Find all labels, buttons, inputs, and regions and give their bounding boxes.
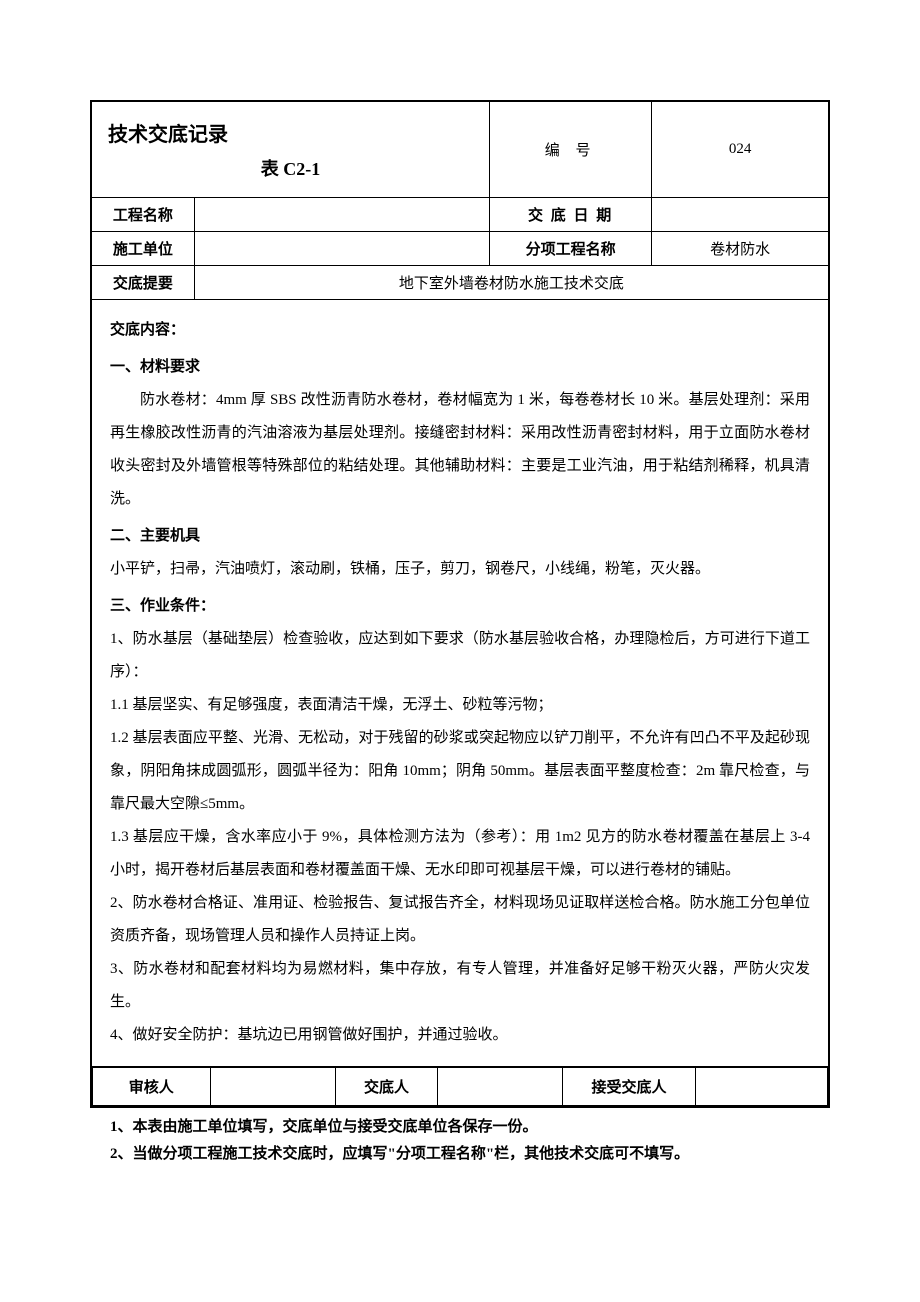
section3-item1-1: 1.1 基层坚实、有足够强度，表面清洁干燥，无浮土、砂粒等污物； — [110, 689, 810, 722]
note-2: 2、当做分项工程施工技术交底时，应填写"分项工程名称"栏，其他技术交底可不填写。 — [110, 1141, 830, 1168]
section3-title: 三、作业条件： — [110, 590, 810, 623]
section1-body: 防水卷材：4mm 厚 SBS 改性沥青防水卷材，卷材幅宽为 1 米，每卷卷材长 … — [110, 384, 810, 516]
section3-item4: 4、做好安全防护：基坑边已用钢管做好围护，并通过验收。 — [110, 1019, 810, 1052]
section2-body: 小平铲，扫帚，汽油喷灯，滚动刷，铁桶，压子，剪刀，钢卷尺，小线绳，粉笔，灭火器。 — [110, 553, 810, 586]
doc-title: 技术交底记录 — [100, 108, 481, 151]
date-label: 交 底 日 期 — [490, 198, 652, 232]
section3-item3: 3、防水卷材和配套材料均为易燃材料，集中存放，有专人管理，并准备好足够干粉灭火器… — [110, 953, 810, 1019]
subproject-label: 分项工程名称 — [490, 232, 652, 266]
summary-label: 交底提要 — [91, 266, 194, 300]
section3-item1: 1、防水基层（基础垫层）检查验收，应达到如下要求（防水基层验收合格，办理隐检后，… — [110, 623, 810, 689]
construction-unit-label: 施工单位 — [91, 232, 194, 266]
number-value: 024 — [652, 101, 829, 198]
footnotes: 1、本表由施工单位填写，交底单位与接受交底单位各保存一份。 2、当做分项工程施工… — [110, 1114, 830, 1168]
note-1: 1、本表由施工单位填写，交底单位与接受交底单位各保存一份。 — [110, 1114, 830, 1141]
content-heading: 交底内容： — [110, 314, 810, 347]
section3-item1-3: 1.3 基层应干燥，含水率应小于 9%，具体检测方法为（参考）：用 1m2 见方… — [110, 821, 810, 887]
section3-item1-2: 1.2 基层表面应平整、光滑、无松动，对于残留的砂浆或突起物应以铲刀削平，不允许… — [110, 722, 810, 821]
receiver-value — [695, 1068, 827, 1106]
section2-title: 二、主要机具 — [110, 520, 810, 553]
disclose-label: 交底人 — [335, 1068, 438, 1106]
subproject-value: 卷材防水 — [652, 232, 829, 266]
disclose-value — [438, 1068, 563, 1106]
construction-unit-value — [194, 232, 489, 266]
summary-value: 地下室外墙卷材防水施工技术交底 — [194, 266, 829, 300]
project-name-label: 工程名称 — [91, 198, 194, 232]
number-label: 编 号 — [490, 101, 652, 198]
reviewer-label: 审核人 — [93, 1068, 211, 1106]
section3-item2: 2、防水卷材合格证、准用证、检验报告、复试报告齐全，材料现场见证取样送检合格。防… — [110, 887, 810, 953]
receiver-label: 接受交底人 — [563, 1068, 695, 1106]
reviewer-value — [210, 1068, 335, 1106]
content-body: 交底内容： 一、材料要求 防水卷材：4mm 厚 SBS 改性沥青防水卷材，卷材幅… — [100, 306, 820, 1060]
section1-title: 一、材料要求 — [110, 351, 810, 384]
project-name-value — [194, 198, 489, 232]
date-value — [652, 198, 829, 232]
table-code: 表 C2-1 — [100, 151, 481, 191]
record-table: 技术交底记录 表 C2-1 编 号 024 工程名称 交 底 日 期 施工单位 … — [90, 100, 830, 1108]
signature-table: 审核人 交底人 接受交底人 — [92, 1067, 828, 1106]
